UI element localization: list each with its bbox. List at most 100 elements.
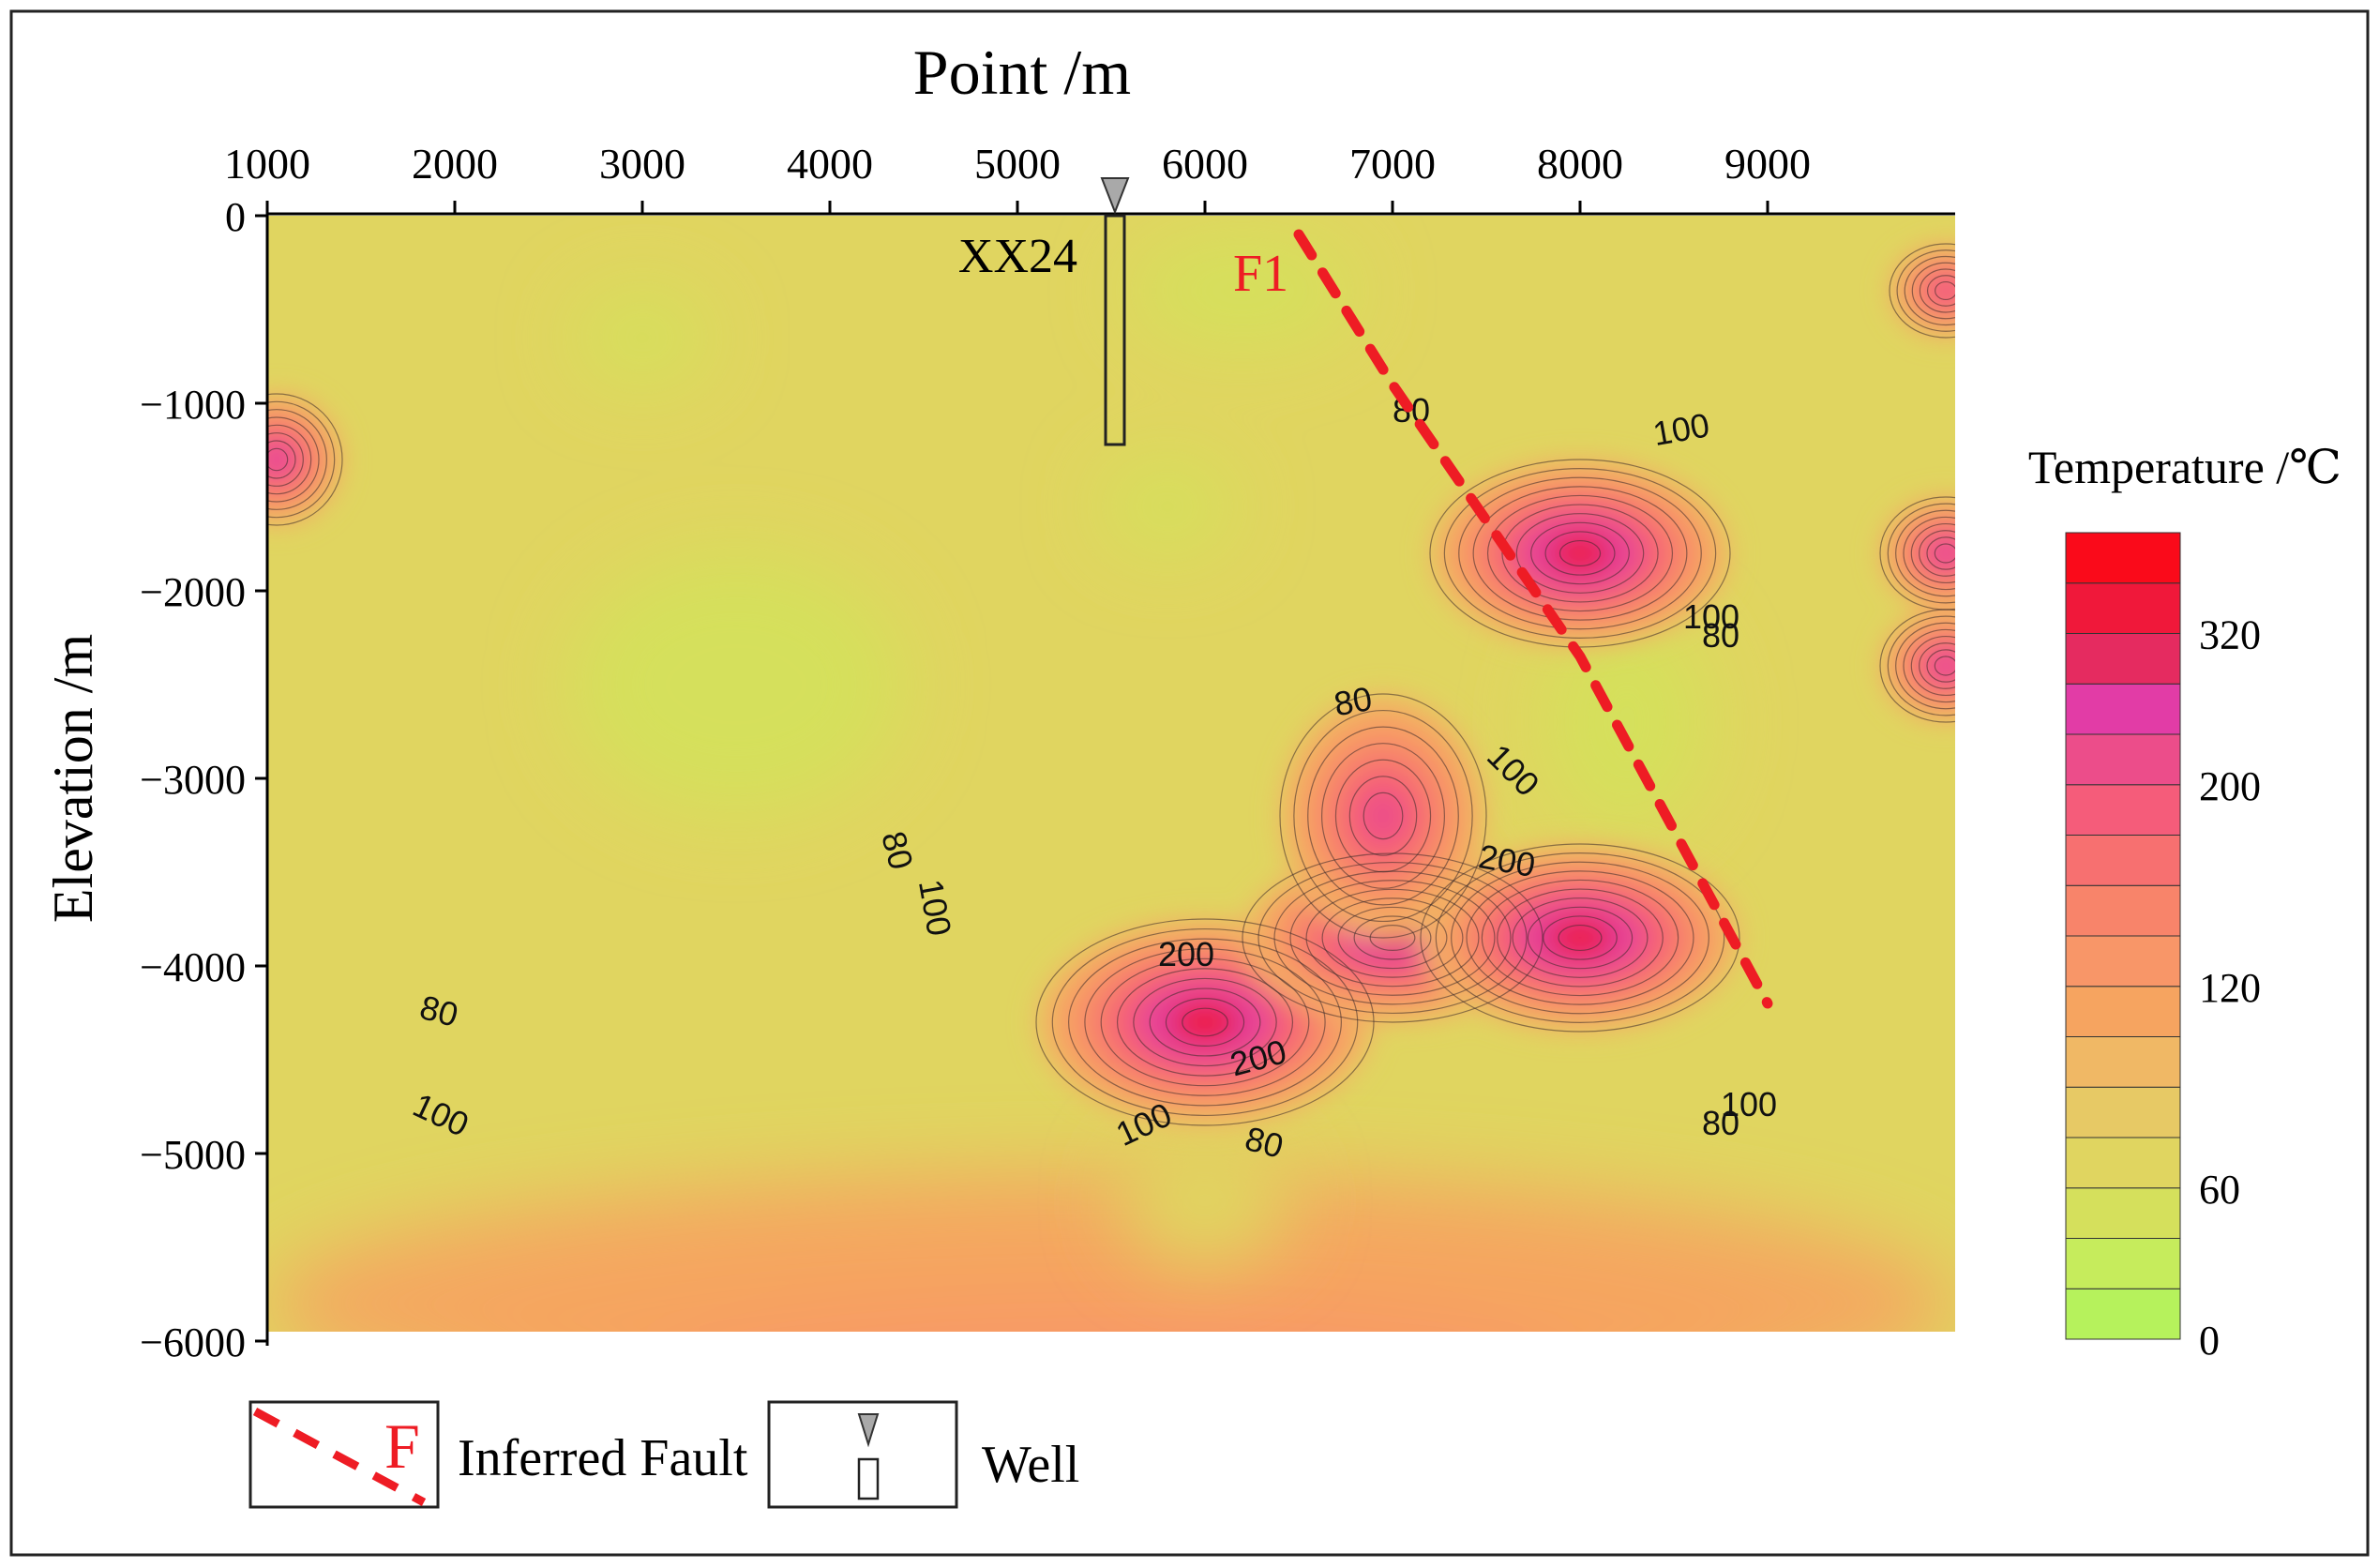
contour-line: [1458, 476, 1702, 630]
contour-line: [1544, 531, 1616, 576]
contour-line: [1896, 249, 1955, 332]
contour-line: [1320, 743, 1446, 889]
plot-background: [267, 216, 1955, 1332]
y-tick-label: −3000: [140, 757, 246, 803]
contour-line: [1919, 530, 1955, 577]
x-tick-label: 6000: [1162, 140, 1248, 188]
contour-line: [1558, 539, 1602, 567]
contour-line: [1926, 275, 1955, 307]
contour-line: [267, 400, 336, 519]
contour-line: [1321, 897, 1464, 978]
colorbar-band: [2065, 935, 2181, 988]
colorbar-band: [2065, 835, 2181, 886]
contour-line: [1486, 494, 1674, 612]
contour-line: [267, 393, 343, 526]
contour-line: [1934, 543, 1955, 564]
colorbar-band: [2065, 1288, 2181, 1340]
contour-line: [1919, 268, 1955, 313]
legend: F Inferred Fault Well: [248, 1400, 1079, 1509]
y-tick-label: 0: [225, 194, 246, 240]
warm-base-band: [457, 1240, 1766, 1332]
legend-fault-box: [248, 1400, 440, 1509]
contour-line: [1558, 924, 1603, 952]
contour-line: [1472, 486, 1688, 621]
contour-label: 80: [1702, 616, 1739, 655]
contour-line: [1919, 642, 1955, 689]
contour-line: [267, 440, 296, 479]
y-tick-label: −5000: [140, 1132, 246, 1178]
y-axis-label: Elevation /m: [42, 634, 104, 923]
contour-line: [1443, 468, 1717, 639]
legend-well-label: Well: [982, 1436, 1079, 1494]
contour-line: [267, 409, 327, 510]
cool-zone: [1102, 460, 1233, 553]
contour-line: [1420, 843, 1740, 1033]
contour-line: [1904, 255, 1955, 326]
colorbar-band: [2065, 1036, 2181, 1088]
contour-line: [1337, 906, 1448, 970]
contour-line: [1895, 622, 1955, 710]
contour-line: [1895, 509, 1955, 597]
contour-line: [1084, 948, 1326, 1096]
colorbar-tick-label: 320: [2199, 612, 2261, 658]
x-tick-label: 3000: [599, 140, 685, 188]
cool-zone: [567, 553, 905, 816]
contour-line: [1879, 609, 1955, 723]
colorbar-band: [2065, 884, 2181, 937]
y-tick-label: −1000: [140, 382, 246, 428]
hot-zone-band: [1559, 540, 1601, 566]
contour-line: [1934, 656, 1955, 676]
contour-label: 80: [1702, 1104, 1739, 1142]
contour-line: [1889, 243, 1955, 339]
colorbar-tick-labels: 0 60 120 200 320: [2199, 612, 2261, 1364]
contour-line: [1926, 536, 1955, 570]
colorbar-title: Temperature /℃: [2028, 441, 2341, 493]
cool-zone: [1121, 1135, 1289, 1266]
contour-line: [1116, 968, 1294, 1077]
cool-zone: [1130, 234, 1355, 347]
legend-well-triangle: [857, 1413, 880, 1448]
contour-line: [1334, 759, 1432, 873]
colorbar-band: [2065, 532, 2181, 584]
contour-line: [1363, 792, 1404, 840]
colorbar-tick-label: 0: [2199, 1318, 2220, 1364]
contour-line: [1910, 635, 1955, 697]
contour-line: [1429, 459, 1731, 648]
colorbar-band: [2065, 986, 2181, 1037]
colorbar-band: [2065, 784, 2181, 836]
contour-line: [267, 447, 289, 472]
contour-line: [1353, 915, 1432, 960]
contour-line: [1481, 879, 1679, 997]
x-tick-label: 7000: [1349, 140, 1436, 188]
colorbar-band: [2065, 1137, 2181, 1189]
contour-line: [1035, 918, 1375, 1126]
contour-line: [267, 416, 320, 503]
contour-line: [1466, 870, 1694, 1005]
x-tick-label: 8000: [1537, 140, 1623, 188]
well-casing: [1104, 214, 1126, 446]
contour-line: [1530, 521, 1630, 585]
colorbar-band: [2065, 582, 2181, 634]
contour-line: [1910, 522, 1955, 584]
x-tick-label: 4000: [787, 140, 873, 188]
colorbar: [2065, 532, 2181, 1340]
contour-line: [1903, 516, 1955, 591]
contour-label: 80: [1332, 679, 1376, 723]
contour-line: [1435, 852, 1725, 1023]
hot-zone-band: [1935, 656, 1955, 675]
contour-line: [1068, 938, 1342, 1107]
x-tick-label: 9000: [1724, 140, 1811, 188]
colorbar-tick-label: 120: [2199, 965, 2261, 1011]
contour-line: [1911, 262, 1955, 320]
x-tick-label: 1000: [224, 140, 310, 188]
contour-line: [1527, 906, 1634, 970]
hot-zone-band: [1935, 281, 1955, 300]
y-tick-labels: 0 −1000 −2000 −3000 −4000 −5000 −6000: [140, 194, 267, 1365]
legend-fault-label: Inferred Fault: [458, 1429, 748, 1487]
contour-line: [1512, 897, 1649, 978]
chart-title: Point /m: [913, 37, 1131, 108]
hot-zone-band: [1935, 544, 1955, 563]
contour-line: [1051, 927, 1359, 1117]
